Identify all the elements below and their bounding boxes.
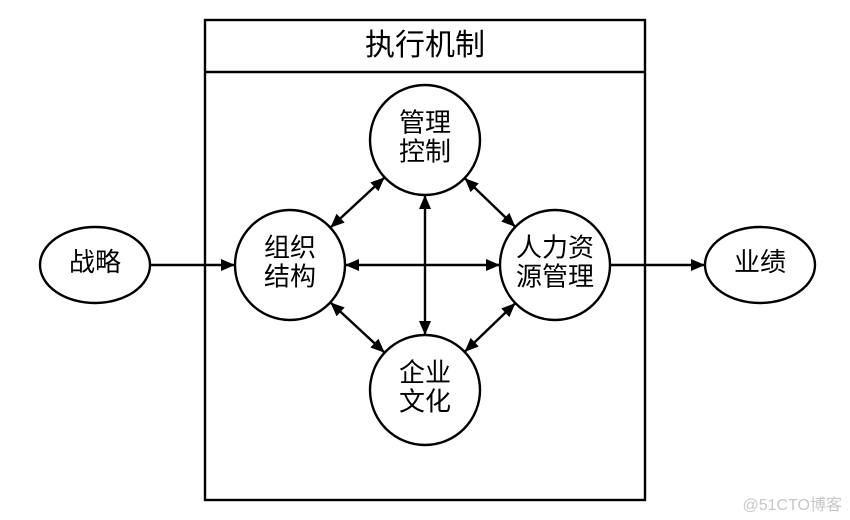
diagram-canvas: 执行机制战略业绩管理控制组织结构人力资源管理企业文化@51CTO博客 [0,0,850,520]
node-culture-label-line-1: 文化 [399,387,451,416]
node-mgmt-ctrl-label-line-0: 管理 [399,109,451,138]
node-performance-label-line-0: 业绩 [734,248,786,277]
node-hrm-label-line-0: 人力资 [516,234,594,263]
edge-hrm-to-culture [465,303,516,352]
node-org-struct-label-line-0: 组织 [264,234,316,263]
node-performance: 业绩 [705,227,815,303]
node-mgmt-ctrl: 管理控制 [370,85,480,195]
mechanism-title: 执行机制 [365,29,485,62]
edge-org-struct-to-mgmt-ctrl [330,177,384,227]
node-culture-label-line-0: 企业 [399,359,451,388]
node-culture: 企业文化 [370,335,480,445]
edge-mgmt-ctrl-to-hrm [465,178,516,227]
watermark: @51CTO博客 [742,496,842,514]
node-hrm-label-line-1: 源管理 [516,262,594,291]
node-strategy: 战略 [40,227,150,303]
edges-group [150,177,705,352]
node-org-struct: 组织结构 [235,210,345,320]
node-strategy-label-line-0: 战略 [69,248,121,277]
node-org-struct-label-line-1: 结构 [264,262,316,291]
node-mgmt-ctrl-label-line-1: 控制 [399,137,451,166]
node-hrm: 人力资源管理 [500,210,610,320]
edge-culture-to-org-struct [330,302,384,352]
